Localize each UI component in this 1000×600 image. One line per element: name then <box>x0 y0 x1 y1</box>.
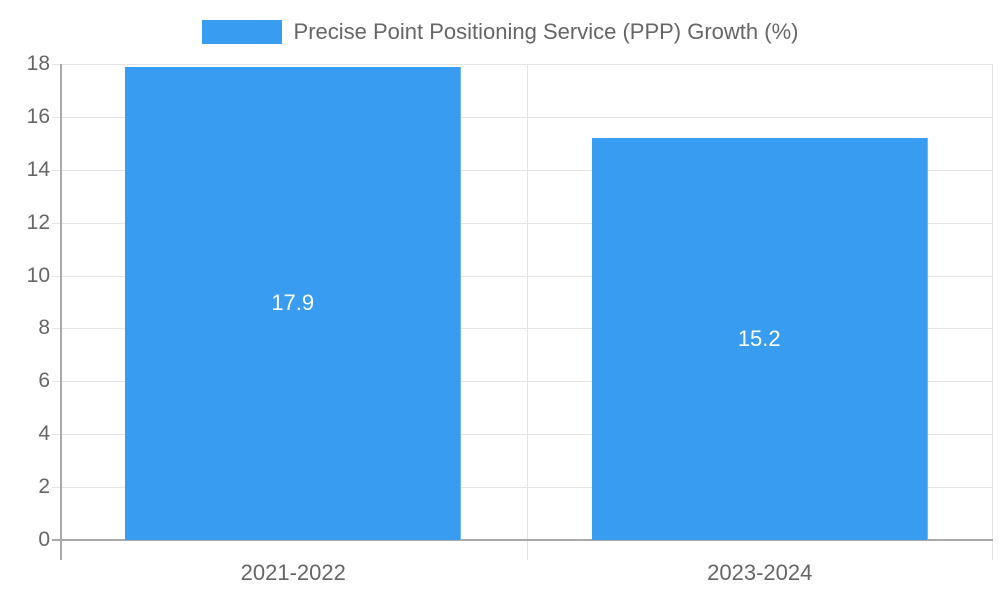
x-tick-label: 2021-2022 <box>240 560 346 585</box>
gridline-vertical <box>526 64 528 560</box>
y-tick-label: 4 <box>38 422 50 446</box>
bar-2021-2022[interactable]: 17.9 <box>125 66 462 540</box>
y-tick-label: 18 <box>26 52 50 75</box>
bar-2023-2024[interactable]: 15.2 <box>591 138 928 540</box>
gridline-horizontal <box>52 64 993 65</box>
plot-area: 0 2 4 6 8 10 12 14 16 18 17.9 2021-2022 15.2 2023-202… <box>27 52 993 585</box>
gridline-horizontal <box>52 487 993 489</box>
y-tick-label: 12 <box>26 210 50 234</box>
gridline-horizontal <box>52 275 993 277</box>
gridline-horizontal <box>52 328 993 330</box>
y-tick-label: 8 <box>38 316 50 340</box>
y-tick-label: 2 <box>38 475 50 499</box>
y-tick-label: 14 <box>26 157 50 181</box>
y-tick-label: 0 <box>38 528 50 551</box>
gridline-horizontal <box>52 169 993 171</box>
bar-value-label: 17.9 <box>271 290 315 316</box>
gridline-horizontal <box>52 434 993 436</box>
x-axis <box>52 539 993 541</box>
gridline-vertical <box>992 64 993 560</box>
gridline-horizontal <box>52 222 993 224</box>
y-axis <box>60 64 62 560</box>
y-tick-label: 10 <box>26 263 50 287</box>
gridline-horizontal <box>52 116 993 118</box>
legend-swatch[interactable] <box>201 20 282 44</box>
chart-legend: Precise Point Positioning Service (PPP) … <box>0 18 1000 46</box>
legend-label: Precise Point Positioning Service (PPP) … <box>293 19 799 44</box>
gridline-horizontal <box>52 381 993 383</box>
bar-value-label: 15.2 <box>737 326 781 351</box>
y-tick-label: 16 <box>26 104 50 128</box>
x-tick-label: 2023-2024 <box>707 560 813 585</box>
y-tick-label: 6 <box>38 369 50 393</box>
